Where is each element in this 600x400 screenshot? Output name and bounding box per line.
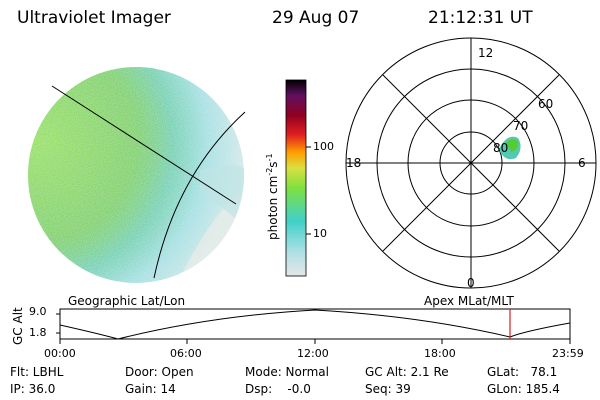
colorbar-tick-100: 100 [313, 140, 334, 153]
geo-latlon-title: Geographic Lat/Lon [68, 294, 186, 308]
earth-lon-line [51, 85, 237, 205]
earth-terminator-line [153, 111, 246, 279]
status-glon: GLon: 185.4 [487, 382, 560, 396]
lat-label-80: 80 [493, 141, 509, 155]
time-tick-2359: 23:59 [552, 347, 584, 360]
mlt-label-0: 0 [467, 276, 475, 290]
altitude-ytick-1-8: 1.8 [29, 326, 47, 339]
time-label: 21:12:31 UT [428, 8, 533, 28]
lat-label-70: 70 [513, 119, 529, 133]
time-tick-0600: 06:00 [170, 347, 202, 360]
status-flt: Flt: LBHL [10, 365, 64, 379]
mlt-label-6: 6 [578, 156, 586, 170]
status-gain: Gain: 14 [125, 382, 176, 396]
status-ip: IP: 36.0 [10, 382, 56, 396]
status-gc-alt: GC Alt: 2.1 Re [365, 365, 449, 379]
apex-mlat-title: Apex MLat/MLT [424, 294, 514, 308]
status-mode: Mode: Normal [245, 365, 329, 379]
time-tick-0000: 00:00 [44, 347, 76, 360]
instrument-title: Ultraviolet Imager [17, 8, 171, 28]
altitude-ytick-9: 9.0 [29, 305, 47, 318]
lat-label-60: 60 [538, 97, 554, 111]
time-tick-1800: 18:00 [424, 347, 456, 360]
status-glat: GLat: 78.1 [487, 365, 558, 379]
status-dsp: Dsp: -0.0 [245, 382, 311, 396]
time-tick-1200: 12:00 [297, 347, 329, 360]
status-door: Door: Open [125, 365, 194, 379]
date-label: 29 Aug 07 [272, 8, 360, 28]
colorbar-tick-10: 10 [313, 227, 327, 240]
mlt-label-12: 12 [478, 46, 494, 60]
status-seq: Seq: 39 [365, 382, 411, 396]
altitude-curve [59, 309, 571, 340]
polar-diagonal-2 [382, 74, 560, 252]
mlt-label-18: 18 [346, 156, 362, 170]
